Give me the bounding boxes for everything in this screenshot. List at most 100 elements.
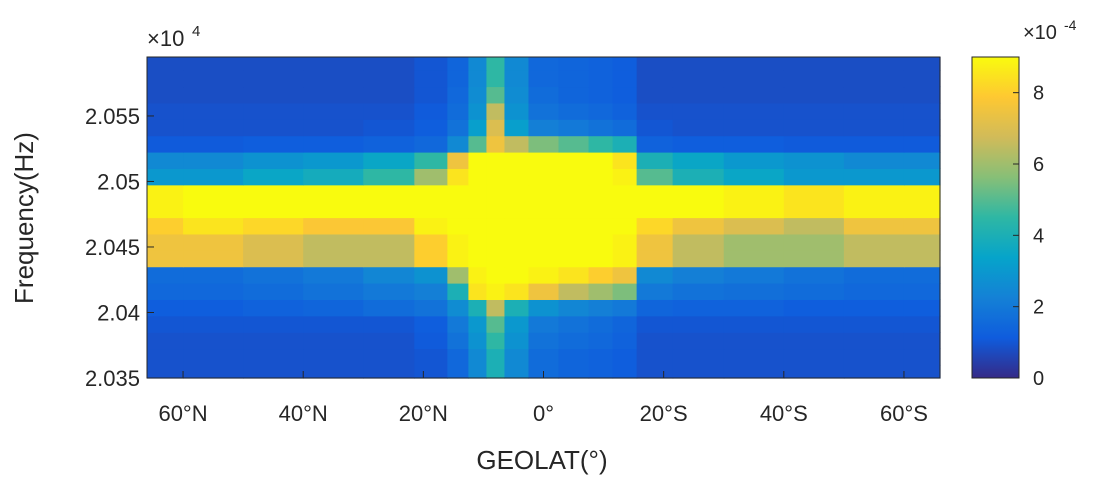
heatmap-cell <box>147 201 184 219</box>
heatmap-cell <box>672 135 725 153</box>
heatmap-cell <box>528 266 560 284</box>
heatmap-cell <box>447 86 470 104</box>
heatmap-cell <box>414 70 448 88</box>
heatmap-cell <box>672 201 725 219</box>
heatmap-cell <box>843 364 905 379</box>
heatmap-cell <box>243 102 304 120</box>
heatmap-cell <box>723 283 785 300</box>
heatmap-cell <box>903 348 941 366</box>
heatmap-cell <box>558 233 590 251</box>
heatmap-cell <box>723 184 785 202</box>
heatmap-cell <box>672 119 725 137</box>
heatmap-cell <box>558 168 590 186</box>
heatmap-cell <box>147 70 184 88</box>
heatmap-cell <box>528 332 560 350</box>
heatmap-cell <box>468 135 488 153</box>
heatmap-cell <box>447 57 470 71</box>
heatmap-cell <box>504 266 530 284</box>
heatmap-cell <box>903 102 941 120</box>
heatmap-cell <box>147 135 184 153</box>
heatmap-cell <box>447 201 470 219</box>
heatmap-cell <box>504 250 530 268</box>
heatmap-cell <box>504 364 530 379</box>
heatmap-cell <box>636 201 674 219</box>
heatmap-cell <box>558 332 590 350</box>
heatmap-cell <box>612 283 638 300</box>
heatmap-cell <box>183 70 244 88</box>
heatmap-cell <box>903 119 941 137</box>
heatmap-cell <box>723 348 785 366</box>
heatmap-cell <box>243 119 304 137</box>
heatmap-cell <box>843 315 905 333</box>
heatmap-cell <box>528 151 560 169</box>
heatmap-cell <box>612 168 638 186</box>
heatmap-cell <box>486 201 506 219</box>
heatmap-cell <box>588 217 614 235</box>
heatmap-cell <box>672 364 725 379</box>
heatmap-cell <box>903 233 941 251</box>
heatmap-cell <box>147 168 184 186</box>
heatmap-cell <box>843 348 905 366</box>
heatmap-cell <box>414 119 448 137</box>
heatmap-cell <box>486 364 506 379</box>
heatmap-cell <box>903 299 941 317</box>
heatmap-cell <box>588 283 614 300</box>
heatmap-cell <box>504 283 530 300</box>
heatmap-cell <box>636 332 674 350</box>
x-tick-label: 60°S <box>880 401 928 426</box>
heatmap-cell <box>723 168 785 186</box>
heatmap-cell <box>843 168 905 186</box>
heatmap-cell <box>363 184 415 202</box>
heatmap-cell <box>183 364 244 379</box>
heatmap-cell <box>588 299 614 317</box>
x-axis: 60°N 40°N 20°N 0° 20°S 40°S 60°S <box>158 371 928 426</box>
heatmap-cell <box>147 364 184 379</box>
heatmap-cell <box>783 348 845 366</box>
heatmap-cell <box>414 348 448 366</box>
heatmap-cell <box>468 233 488 251</box>
heatmap-cell <box>183 299 244 317</box>
heatmap-cell <box>414 168 448 186</box>
x-tick-label: 20°S <box>640 401 688 426</box>
heatmap-cell <box>183 135 244 153</box>
heatmap-cell <box>636 119 674 137</box>
heatmap-cell <box>303 299 364 317</box>
heatmap-cell <box>843 332 905 350</box>
heatmap-cell <box>504 102 530 120</box>
heatmap-cell <box>243 266 304 284</box>
heatmap-cell <box>504 57 530 71</box>
heatmap-cell <box>588 168 614 186</box>
heatmap-cell <box>468 364 488 379</box>
colorbar-gradient <box>971 56 1020 379</box>
heatmap-cell <box>588 315 614 333</box>
heatmap-cell <box>528 348 560 366</box>
heatmap-cell <box>783 266 845 284</box>
heatmap-cell <box>414 315 448 333</box>
heatmap-cell <box>468 332 488 350</box>
heatmap-cell <box>183 201 244 219</box>
heatmap-cell <box>468 201 488 219</box>
heatmap-cell <box>783 299 845 317</box>
heatmap-cell <box>486 332 506 350</box>
heatmap-cell <box>672 315 725 333</box>
heatmap-cell <box>447 348 470 366</box>
heatmap-cell <box>612 217 638 235</box>
heatmap-cell <box>447 151 470 169</box>
heatmap-cell <box>783 70 845 88</box>
heatmap-cell <box>558 102 590 120</box>
heatmap-cell <box>414 332 448 350</box>
heatmap-cell <box>528 168 560 186</box>
heatmap-cell <box>183 151 244 169</box>
heatmap-cell <box>528 70 560 88</box>
heatmap-cell <box>243 332 304 350</box>
colorbar-tick-label: 4 <box>1033 225 1044 247</box>
heatmap-cell <box>588 364 614 379</box>
heatmap-cell <box>588 135 614 153</box>
heatmap-cell <box>468 168 488 186</box>
heatmap-cell <box>363 86 415 104</box>
heatmap-cells <box>147 57 941 379</box>
heatmap-cell <box>468 119 488 137</box>
heatmap-cell <box>723 364 785 379</box>
heatmap-cell <box>843 250 905 268</box>
heatmap-cell <box>243 57 304 71</box>
